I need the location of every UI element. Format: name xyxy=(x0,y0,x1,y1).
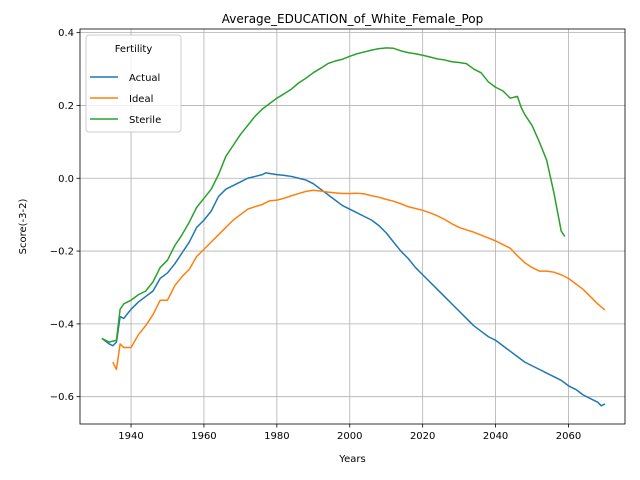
x-tick-label: 1960 xyxy=(191,431,216,442)
plot-frame xyxy=(79,28,626,425)
legend-box xyxy=(85,34,182,133)
legend-label-ideal: Ideal xyxy=(129,94,153,105)
y-tick-label: 0.2 xyxy=(58,101,74,112)
legend-title: Fertility xyxy=(115,44,153,55)
legend-label-actual: Actual xyxy=(129,73,160,84)
x-tick-label: 2000 xyxy=(337,431,362,442)
y-tick-label: 0.4 xyxy=(58,28,74,39)
chart-title: Average_EDUCATION_of_White_Female_Pop xyxy=(222,12,483,26)
y-axis-title: Score(-3-2) xyxy=(18,199,29,255)
y-tick-label: 0.0 xyxy=(58,174,74,185)
y-axis: −0.6 −0.4 −0.2 0.0 0.2 0.4 xyxy=(50,28,80,403)
series-line-sterile xyxy=(101,47,566,343)
x-tick-label: 2020 xyxy=(410,431,435,442)
series-line-actual xyxy=(101,172,606,407)
x-axis-title: Years xyxy=(338,454,365,465)
y-tick-label: −0.4 xyxy=(50,319,74,330)
x-tick-label: 2040 xyxy=(483,431,508,442)
grid xyxy=(80,29,625,424)
x-tick-label: 2060 xyxy=(556,431,581,442)
legend-label-sterile: Sterile xyxy=(129,115,161,126)
x-tick-label: 1980 xyxy=(264,431,289,442)
series-layer xyxy=(101,47,606,407)
legend: Fertility Actual Ideal Sterile xyxy=(85,34,182,133)
y-tick-label: −0.6 xyxy=(50,392,74,403)
series-line-ideal xyxy=(112,189,606,371)
x-axis: 1940 1960 1980 2000 2020 2040 2060 xyxy=(118,424,581,442)
y-tick-label: −0.2 xyxy=(50,247,74,258)
x-tick-label: 1940 xyxy=(118,431,143,442)
